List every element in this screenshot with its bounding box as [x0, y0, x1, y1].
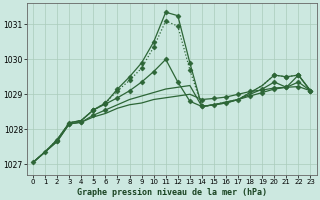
- X-axis label: Graphe pression niveau de la mer (hPa): Graphe pression niveau de la mer (hPa): [77, 188, 267, 197]
